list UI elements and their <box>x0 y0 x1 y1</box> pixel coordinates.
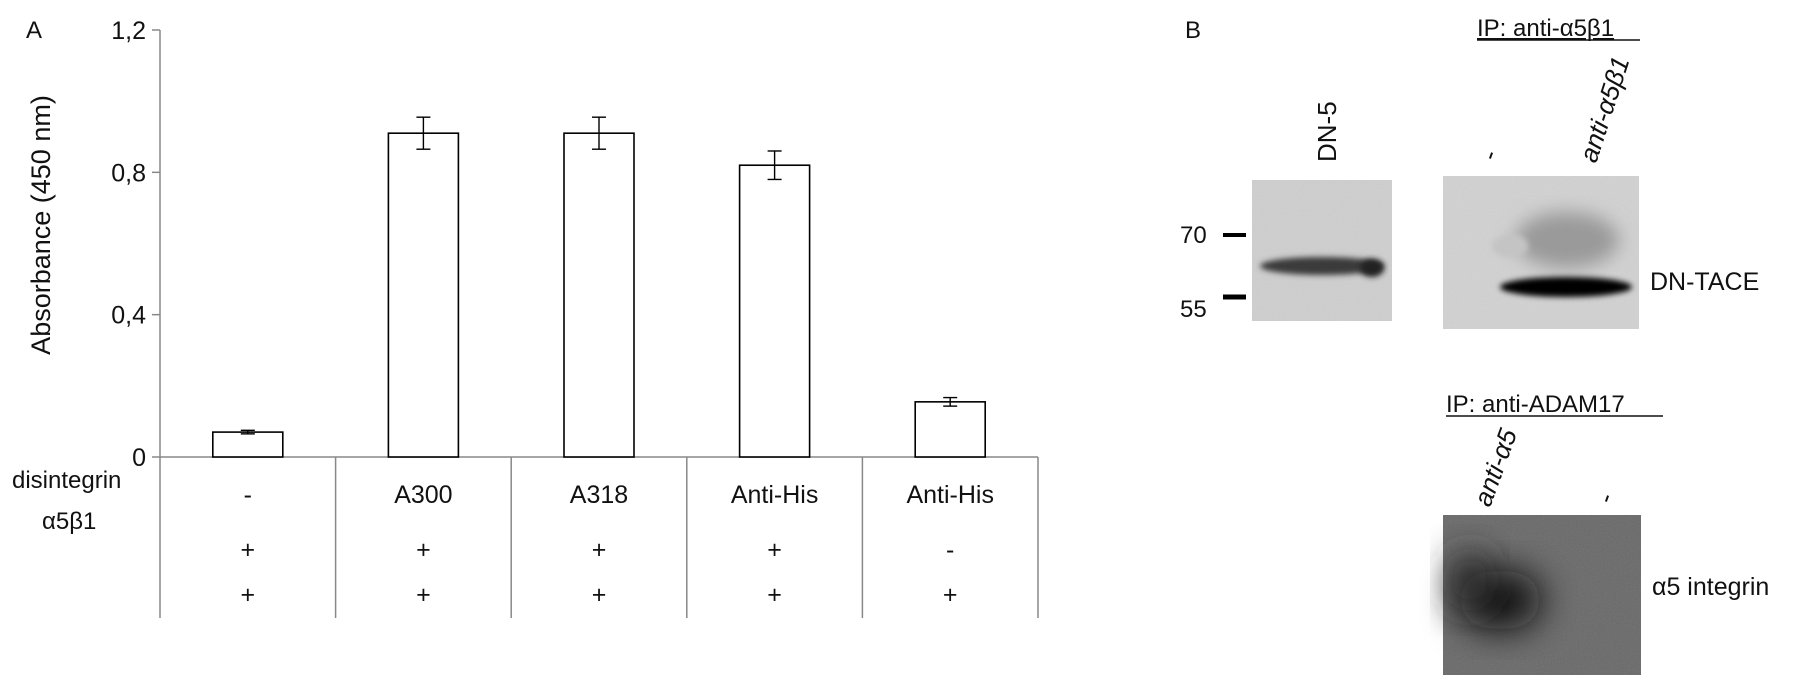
category-label: Anti-His <box>731 481 819 509</box>
panel-a-label: A <box>26 17 42 44</box>
category-label: A300 <box>394 481 452 509</box>
panel-b: B DN-5 70 55 IP: anti-α5β1 - anti-α5β1 D… <box>1180 15 1769 675</box>
panel-b-label: B <box>1185 17 1201 44</box>
y-axis-title: Absorbance (450 nm) <box>26 95 56 355</box>
disintegrin-cell: - <box>946 536 954 564</box>
a5b1-cell: + <box>416 581 431 609</box>
ip1-header: IP: anti-α5β1 <box>1477 15 1614 42</box>
error-bars <box>240 116 958 435</box>
ip2-lane-minus: - <box>1589 489 1620 507</box>
category-label: Anti-His <box>906 481 994 509</box>
ip2-lane-antibody: anti-α5 <box>1467 424 1523 510</box>
error-bar <box>416 116 431 150</box>
ip1-lane-antibody: anti-α5β1 <box>1573 53 1635 166</box>
disintegrin-cell: + <box>240 536 255 564</box>
bar <box>563 132 635 458</box>
marker-55-label: 55 <box>1180 296 1207 323</box>
dn-tace-label: DN-TACE <box>1650 268 1759 296</box>
ip2-header: IP: anti-ADAM17 <box>1446 391 1625 418</box>
y-tick-label: 0,8 <box>111 159 146 187</box>
dn5-blot <box>1252 180 1392 321</box>
a5b1-cell: + <box>240 581 255 609</box>
error-bar <box>943 396 958 407</box>
a5b1-cell: + <box>592 581 607 609</box>
row-label-disintegrin: disintegrin <box>12 467 121 494</box>
y-axis-ticks: 0 0,4 0,8 1,2 <box>111 17 160 472</box>
ip1-blot <box>1443 176 1639 329</box>
error-bar <box>767 150 782 181</box>
bar <box>914 401 987 458</box>
ip1-lane-minus: - <box>1473 146 1504 164</box>
disintegrin-cell: + <box>416 536 431 564</box>
error-bar <box>240 429 255 435</box>
dn5-band <box>1260 257 1384 275</box>
category-label: A318 <box>570 481 628 509</box>
y-tick-label: 0 <box>132 444 146 472</box>
bar <box>738 164 811 458</box>
chart-bars <box>212 132 987 458</box>
ip2-blot <box>1443 515 1641 675</box>
disintegrin-cell: + <box>767 536 782 564</box>
panel-a: A Absorbance (450 nm) 0 0,4 0,8 1,2 - A300 A3… <box>12 17 1039 618</box>
category-label: - <box>244 481 252 509</box>
y-tick-label: 1,2 <box>111 17 146 45</box>
disintegrin-cell: + <box>592 536 607 564</box>
marker-70-label: 70 <box>1180 222 1207 249</box>
dn5-lane-label: DN-5 <box>1312 101 1342 162</box>
a5b1-cell: + <box>767 581 782 609</box>
y-tick-label: 0,4 <box>111 302 146 330</box>
a5b1-cell: + <box>943 581 958 609</box>
condition-table: - A300 A318 Anti-His Anti-His + + + + - + + + + + <box>159 457 1039 618</box>
a5-integrin-label: α5 integrin <box>1652 573 1769 601</box>
row-label-a5b1: α5β1 <box>42 508 96 535</box>
dn-tace-band <box>1500 277 1632 297</box>
bar <box>212 431 284 458</box>
bar <box>387 132 460 458</box>
error-bar <box>592 116 606 150</box>
